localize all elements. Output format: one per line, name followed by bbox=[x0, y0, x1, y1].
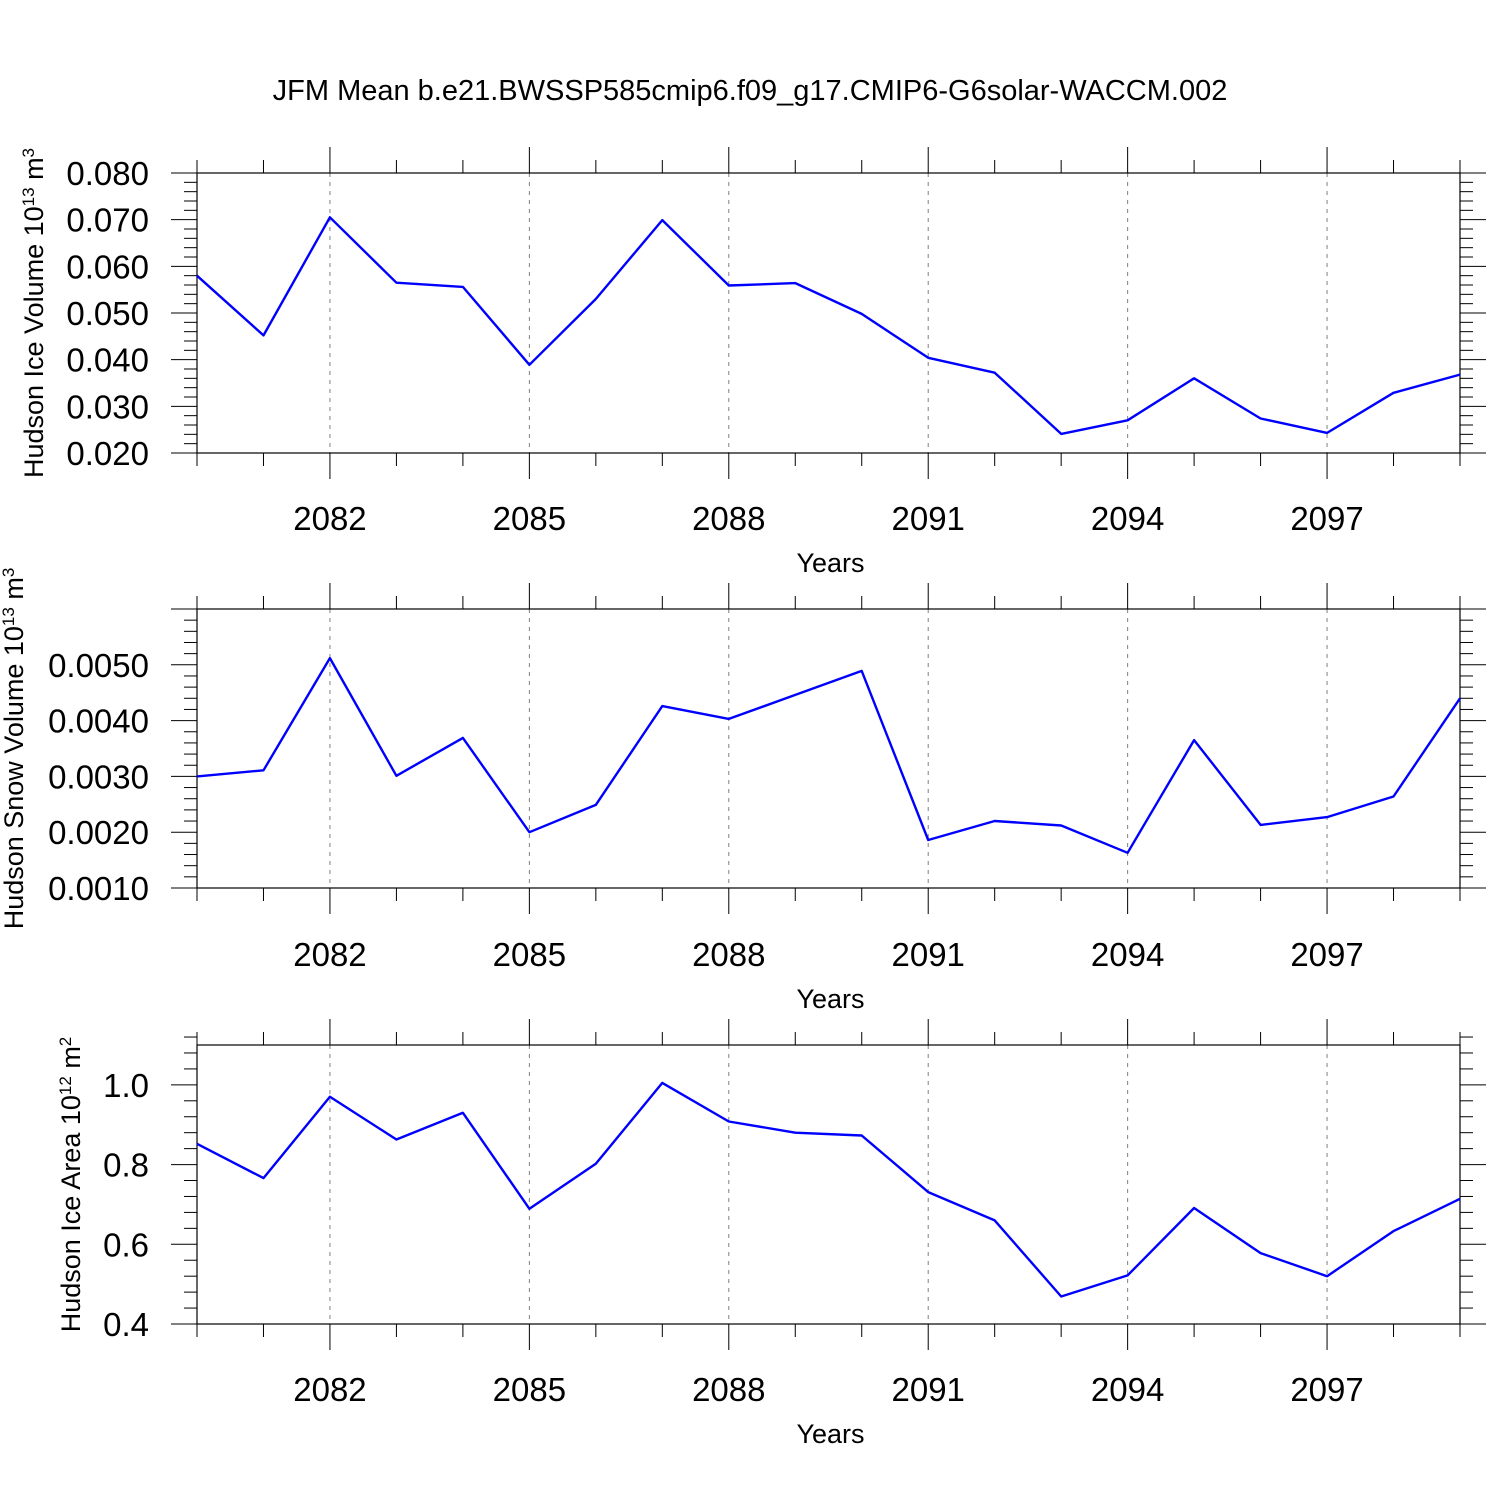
x-tick-label: 2097 bbox=[1290, 500, 1363, 537]
x-tick-label: 2094 bbox=[1091, 1371, 1164, 1408]
y-tick-label: 1.0 bbox=[103, 1067, 149, 1104]
y-tick-label: 0.070 bbox=[66, 202, 149, 239]
y-tick-label: 0.040 bbox=[66, 342, 149, 379]
x-tick-label: 2088 bbox=[692, 500, 765, 537]
x-axis-label: Years bbox=[796, 548, 864, 578]
y-axis-label-superscript: 3 bbox=[19, 148, 38, 157]
x-axis-label: Years bbox=[796, 984, 864, 1014]
x-tick-label: 2085 bbox=[493, 936, 566, 973]
figure-title: JFM Mean b.e21.BWSSP585cmip6.f09_g17.CMI… bbox=[273, 75, 1228, 107]
y-tick-label: 0.0030 bbox=[48, 758, 149, 795]
series-line bbox=[196, 1081, 1461, 1298]
y-axis-label-superscript: 2 bbox=[56, 1037, 75, 1046]
x-tick-label: 2094 bbox=[1091, 936, 1164, 973]
plot-frame bbox=[196, 172, 1461, 454]
x-tick-label: 2097 bbox=[1290, 1371, 1363, 1408]
x-tick-label: 2097 bbox=[1290, 936, 1363, 973]
y-axis-label-superscript: 12 bbox=[56, 1076, 75, 1095]
y-axis-label-superscript: 13 bbox=[19, 187, 38, 206]
x-tick-label: 2088 bbox=[692, 936, 765, 973]
x-tick-label: 2091 bbox=[891, 1371, 964, 1408]
x-tick-label: 2082 bbox=[293, 1371, 366, 1408]
x-tick-label: 2091 bbox=[891, 500, 964, 537]
y-tick-label: 0.0020 bbox=[48, 814, 149, 851]
y-tick-label: 0.050 bbox=[66, 295, 149, 332]
y-tick-label: 0.030 bbox=[66, 388, 149, 425]
y-tick-label: 0.6 bbox=[103, 1226, 149, 1263]
x-tick-label: 2088 bbox=[692, 1371, 765, 1408]
plot-frame bbox=[196, 1044, 1461, 1325]
series-line bbox=[196, 216, 1461, 436]
y-axis-label: Hudson Snow Volume 1013 m3 bbox=[0, 568, 29, 930]
y-tick-label: 0.0040 bbox=[48, 703, 149, 740]
y-tick-label: 0.0050 bbox=[48, 647, 149, 684]
plot-frame bbox=[196, 608, 1461, 889]
y-axis-label-part: m bbox=[0, 577, 29, 607]
chart-panel-3: 0.4 0.6 0.8 1.0 2082 2085 2088 2091 2094 2097 Year… bbox=[56, 1019, 1486, 1449]
y-axis-label-part: Hudson Snow Volume 10 bbox=[0, 626, 29, 929]
y-axis-label-part: m bbox=[19, 157, 49, 187]
y-tick-label: 0.0010 bbox=[48, 870, 149, 907]
x-axis-label: Years bbox=[796, 1419, 864, 1449]
x-tick-label: 2085 bbox=[493, 1371, 566, 1408]
chart-panel-1: 0.020 0.030 0.040 0.050 0.060 0.070 0.080 2082 2… bbox=[19, 147, 1486, 578]
y-axis-label: Hudson Ice Volume 1013 m3 bbox=[19, 148, 49, 478]
series-line bbox=[196, 656, 1461, 854]
x-tick-label: 2082 bbox=[293, 500, 366, 537]
y-axis-label-superscript: 13 bbox=[0, 607, 18, 626]
x-tick-label: 2091 bbox=[891, 936, 964, 973]
y-tick-label: 0.060 bbox=[66, 248, 149, 285]
y-tick-label: 0.8 bbox=[103, 1147, 149, 1184]
y-tick-label: 0.4 bbox=[103, 1306, 149, 1343]
panels: 0.020 0.030 0.040 0.050 0.060 0.070 0.080 2082 2… bbox=[0, 147, 1486, 1449]
y-tick-label: 0.020 bbox=[66, 435, 149, 472]
x-tick-label: 2082 bbox=[293, 936, 366, 973]
y-axis-label-superscript: 3 bbox=[0, 568, 18, 577]
y-axis-label-part: Hudson Ice Volume 10 bbox=[19, 206, 49, 478]
y-axis-label: Hudson Ice Area 1012 m2 bbox=[56, 1037, 86, 1333]
chart-panel-2: 0.0010 0.0020 0.0030 0.0040 0.0050 2082 2085 20… bbox=[0, 568, 1486, 1014]
y-axis-label-part: Hudson Ice Area 10 bbox=[56, 1095, 86, 1332]
x-tick-label: 2094 bbox=[1091, 500, 1164, 537]
x-tick-label: 2085 bbox=[493, 500, 566, 537]
y-axis-label-part: m bbox=[56, 1046, 86, 1076]
y-tick-label: 0.080 bbox=[66, 155, 149, 192]
